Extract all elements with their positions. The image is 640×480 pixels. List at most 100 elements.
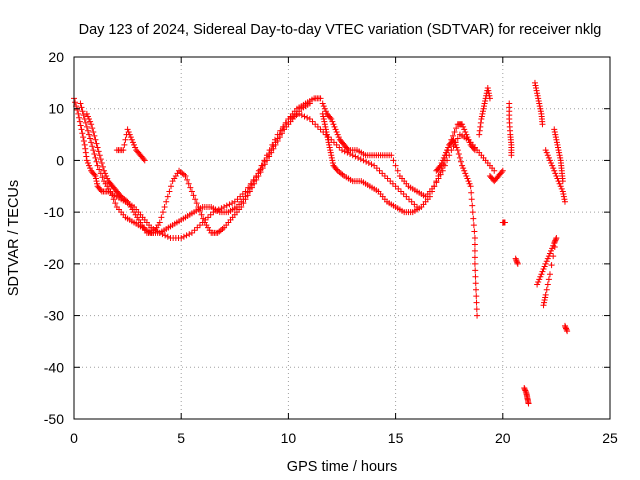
data-point bbox=[77, 100, 84, 107]
data-point bbox=[257, 169, 264, 176]
data-point bbox=[545, 276, 552, 283]
data-point bbox=[158, 214, 165, 221]
data-point bbox=[467, 183, 474, 190]
data-point bbox=[78, 126, 85, 133]
data-point bbox=[439, 167, 446, 174]
data-point bbox=[550, 253, 557, 260]
data-point bbox=[559, 188, 566, 195]
data-point bbox=[553, 136, 560, 143]
data-point bbox=[132, 144, 139, 151]
data-point bbox=[455, 150, 462, 157]
data-point bbox=[335, 134, 342, 141]
data-point bbox=[465, 178, 472, 185]
x-tick-label: 5 bbox=[177, 430, 185, 446]
data-point bbox=[546, 250, 553, 257]
data-point bbox=[323, 131, 330, 138]
data-point bbox=[183, 232, 190, 239]
data-point bbox=[164, 233, 171, 240]
data-point bbox=[459, 121, 466, 128]
data-point bbox=[240, 200, 247, 207]
data-point bbox=[333, 128, 340, 135]
data-point bbox=[94, 144, 101, 151]
data-point bbox=[480, 105, 487, 112]
data-point bbox=[536, 100, 543, 107]
data-point bbox=[479, 110, 486, 117]
data-series-arc-11 bbox=[499, 219, 508, 226]
data-point bbox=[328, 154, 335, 161]
data-point bbox=[406, 196, 412, 203]
data-point bbox=[563, 325, 570, 332]
data-point bbox=[107, 188, 114, 195]
data-point bbox=[533, 87, 540, 94]
data-point bbox=[498, 169, 505, 176]
data-point bbox=[92, 136, 99, 143]
data-point bbox=[270, 145, 277, 152]
data-point bbox=[536, 103, 543, 110]
data-point bbox=[329, 157, 336, 164]
data-point bbox=[360, 157, 367, 164]
data-point bbox=[314, 123, 321, 130]
data-point bbox=[129, 139, 136, 146]
data-point bbox=[397, 188, 404, 195]
data-point bbox=[178, 235, 185, 241]
data-point bbox=[86, 116, 93, 123]
data-point bbox=[451, 128, 458, 135]
data-point bbox=[554, 141, 561, 148]
data-point bbox=[533, 85, 540, 92]
data-point bbox=[263, 157, 270, 164]
data-point bbox=[330, 139, 337, 146]
data-point bbox=[548, 160, 555, 167]
data-point bbox=[255, 172, 262, 179]
y-tick-label: -20 bbox=[44, 256, 64, 272]
data-point bbox=[444, 147, 451, 154]
data-point bbox=[239, 191, 246, 198]
data-point bbox=[334, 131, 341, 138]
data-point bbox=[471, 228, 478, 235]
data-point bbox=[556, 180, 563, 187]
data-point bbox=[542, 291, 549, 298]
data-point bbox=[462, 170, 469, 177]
data-point bbox=[242, 196, 249, 203]
data-point bbox=[75, 110, 82, 117]
data-point bbox=[86, 131, 93, 138]
data-point bbox=[328, 116, 335, 123]
data-point bbox=[389, 180, 396, 187]
data-point bbox=[549, 245, 556, 252]
data-point bbox=[331, 123, 338, 130]
data-point bbox=[539, 121, 546, 128]
data-point bbox=[470, 222, 477, 229]
data-point bbox=[117, 192, 124, 199]
data-point bbox=[472, 273, 479, 280]
data-point bbox=[96, 152, 103, 159]
data-point bbox=[556, 149, 563, 156]
data-point bbox=[557, 154, 564, 161]
data-point bbox=[453, 125, 460, 132]
data-point bbox=[326, 141, 333, 148]
data-point bbox=[508, 152, 515, 159]
y-tick-label: -40 bbox=[44, 359, 64, 375]
data-point bbox=[392, 183, 399, 190]
data-point bbox=[74, 107, 81, 114]
data-point bbox=[126, 131, 133, 138]
data-point bbox=[534, 92, 541, 99]
data-point bbox=[452, 141, 459, 148]
data-point bbox=[93, 158, 100, 165]
data-point bbox=[320, 113, 327, 120]
data-point bbox=[437, 169, 444, 176]
data-point bbox=[474, 312, 481, 319]
data-point bbox=[95, 148, 102, 155]
data-point bbox=[188, 229, 195, 236]
data-point bbox=[472, 280, 479, 287]
data-point bbox=[83, 110, 90, 117]
data-point bbox=[381, 172, 388, 179]
data-point bbox=[460, 165, 467, 172]
data-point bbox=[121, 141, 128, 148]
data-point bbox=[319, 100, 326, 107]
data-point bbox=[120, 147, 127, 154]
data-point bbox=[83, 123, 90, 130]
y-axis-label: SDTVAR / TECUs bbox=[6, 180, 22, 296]
data-point bbox=[244, 192, 251, 199]
data-point bbox=[521, 386, 528, 393]
data-point bbox=[541, 297, 548, 304]
axis-ticks: 0 5 10 15 20 25 20 10 0 -10 -20 -30 -40 -50 bbox=[44, 49, 618, 446]
